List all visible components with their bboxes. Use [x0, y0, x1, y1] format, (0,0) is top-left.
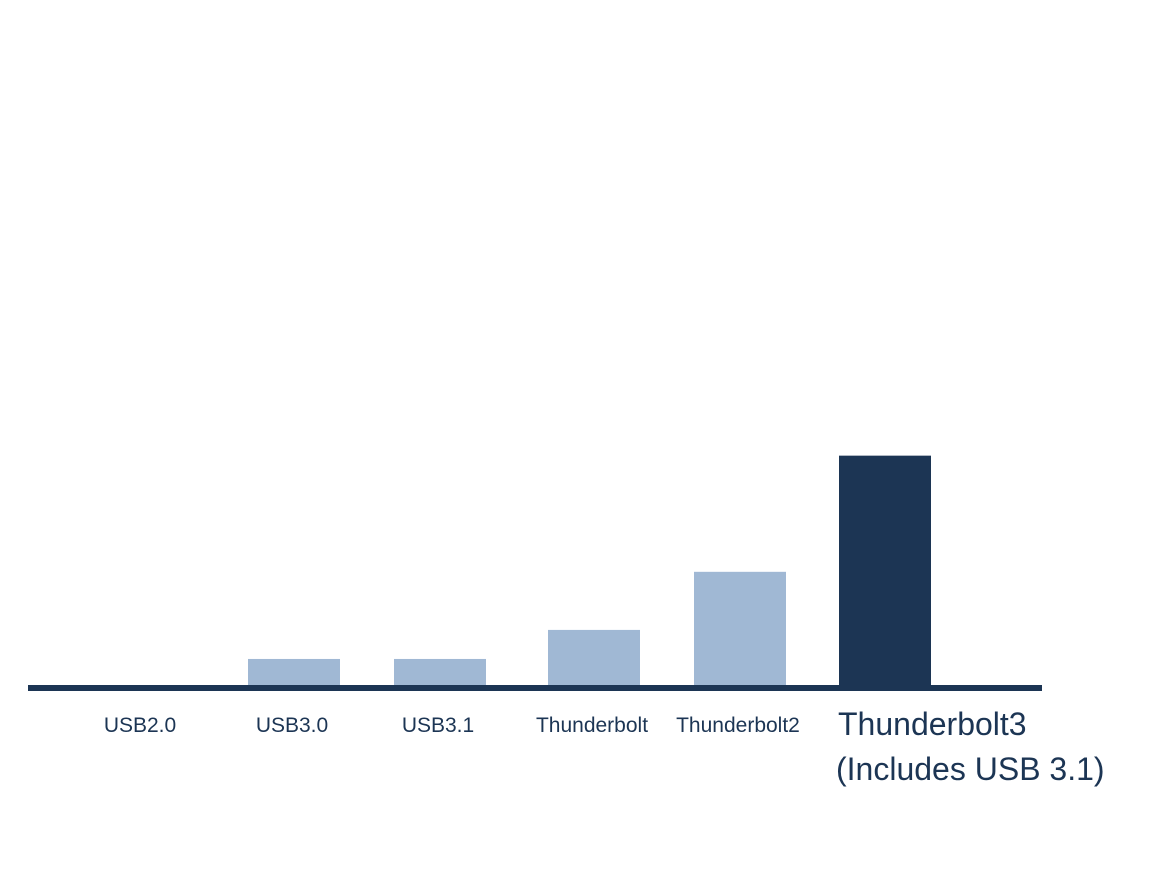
- category-labels-group: USB2.0 USB3.0 USB3.1 Thunderbolt Thunderbolt…: [104, 706, 1105, 787]
- highlight-note-label: (Includes USB 3.1): [836, 751, 1105, 787]
- x-tick-label: USB3.0: [256, 714, 328, 737]
- bar-thunderbolt: [548, 630, 640, 688]
- bar-thunderbolt3: [839, 456, 931, 688]
- x-tick-label: Thunderbolt2: [676, 714, 800, 737]
- x-tick-label: Thunderbolt3: [838, 706, 1027, 742]
- bar-usb3-0: [248, 659, 340, 688]
- bars-group: [96, 456, 931, 688]
- bar-usb3-1: [394, 659, 486, 688]
- bar-thunderbolt2: [694, 572, 786, 688]
- x-tick-label: USB2.0: [104, 714, 176, 737]
- x-tick-label: Thunderbolt: [536, 714, 648, 737]
- x-tick-label: USB3.1: [402, 714, 474, 737]
